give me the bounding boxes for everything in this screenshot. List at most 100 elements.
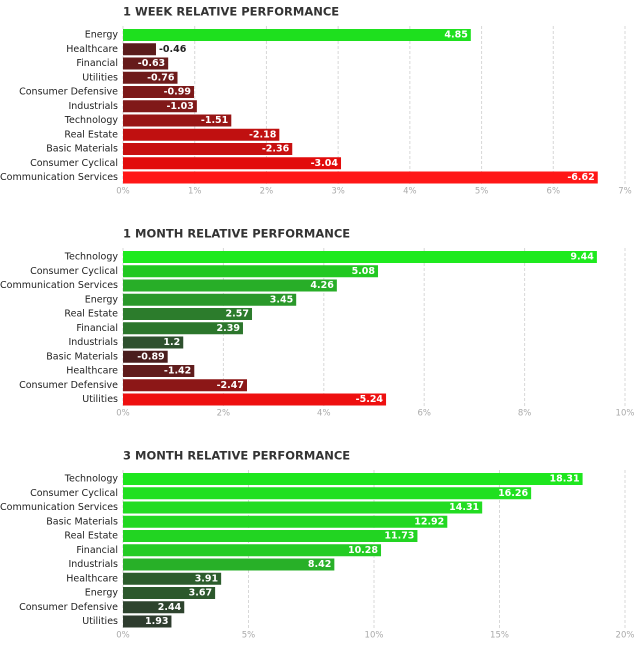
value-label: 11.73: [384, 531, 414, 542]
bar: [123, 143, 293, 155]
x-tick-label: 2%: [217, 409, 231, 419]
bar: [123, 43, 156, 56]
category-label: Financial: [76, 323, 118, 334]
bar: [123, 393, 387, 406]
category-label: Industrials: [68, 337, 118, 348]
category-label: Real Estate: [64, 309, 118, 320]
category-label: Energy: [85, 294, 119, 305]
category-label: Technology: [64, 252, 119, 263]
category-label: Real Estate: [64, 531, 118, 542]
category-label: Consumer Cyclical: [30, 266, 118, 277]
bar: [123, 293, 297, 306]
x-tick-label: 15%: [490, 631, 509, 641]
bar: [123, 308, 253, 320]
bar: [123, 279, 337, 292]
bar: [123, 615, 172, 628]
x-tick-label: 3%: [331, 187, 345, 197]
x-tick-label: 0%: [116, 631, 130, 641]
chart-title: 1 MONTH RELATIVE PERFORMANCE: [123, 227, 350, 241]
value-label: 2.57: [226, 309, 249, 320]
value-label: 3.91: [195, 573, 218, 584]
category-label: Utilities: [82, 616, 118, 627]
bar: [123, 114, 232, 127]
category-label: Consumer Defensive: [19, 602, 118, 613]
value-label: 2.39: [217, 323, 240, 334]
value-label: 14.31: [449, 502, 479, 513]
bar: [123, 601, 185, 614]
bar: [123, 128, 280, 141]
bar: [123, 171, 598, 184]
bar: [123, 57, 169, 70]
category-label: Energy: [85, 588, 119, 599]
value-label: -0.46: [159, 44, 187, 55]
value-label: 2.44: [158, 602, 182, 613]
value-label: 10.28: [348, 545, 378, 556]
x-tick-label: 20%: [616, 631, 635, 641]
bar: [123, 572, 222, 585]
chart-title: 3 MONTH RELATIVE PERFORMANCE: [123, 449, 350, 463]
x-tick-label: 8%: [518, 409, 532, 419]
value-label: -0.89: [137, 351, 164, 362]
value-label: 1.2: [163, 337, 180, 348]
category-label: Industrials: [68, 101, 118, 112]
x-tick-label: 5%: [242, 631, 256, 641]
bar: [123, 86, 194, 98]
category-label: Basic Materials: [46, 516, 118, 527]
x-tick-label: 4%: [403, 187, 417, 197]
bar: [123, 544, 382, 557]
value-label: 1.93: [145, 616, 168, 627]
value-label: -0.76: [147, 72, 175, 83]
category-label: Consumer Cyclical: [30, 158, 118, 169]
category-label: Technology: [64, 115, 119, 126]
category-label: Energy: [85, 30, 119, 41]
category-label: Basic Materials: [46, 351, 118, 362]
value-label: 8.42: [308, 559, 331, 570]
category-label: Technology: [64, 474, 119, 485]
value-label: -1.42: [164, 366, 191, 377]
category-label: Consumer Cyclical: [30, 488, 118, 499]
x-tick-label: 4%: [317, 409, 331, 419]
bar: [123, 350, 168, 363]
bar: [123, 336, 184, 349]
value-label: -1.51: [201, 115, 228, 126]
value-label: -2.36: [262, 144, 290, 155]
bar: [123, 558, 335, 571]
value-label: -1.03: [166, 101, 193, 112]
bar: [123, 29, 471, 41]
value-label: -5.24: [356, 394, 384, 405]
x-tick-label: 2%: [260, 187, 274, 197]
x-tick-label: 10%: [365, 631, 384, 641]
bar: [123, 587, 216, 599]
value-label: 9.44: [570, 252, 594, 263]
category-label: Communication Services: [0, 502, 118, 513]
bar: [123, 265, 379, 278]
value-label: 5.08: [352, 266, 376, 277]
category-label: Financial: [76, 58, 118, 69]
bar: [123, 71, 178, 84]
x-tick-label: 0%: [116, 187, 130, 197]
bar: [123, 100, 197, 113]
category-label: Healthcare: [66, 573, 118, 584]
category-label: Healthcare: [66, 366, 118, 377]
value-label: 4.26: [310, 280, 334, 291]
bar: [123, 365, 195, 377]
value-label: 16.26: [498, 488, 528, 499]
category-label: Healthcare: [66, 44, 118, 55]
category-label: Real Estate: [64, 129, 118, 140]
x-tick-label: 0%: [116, 409, 130, 419]
value-label: 18.31: [550, 474, 580, 485]
x-tick-label: 1%: [188, 187, 202, 197]
x-tick-label: 5%: [475, 187, 489, 197]
bar: [123, 322, 243, 335]
bar: [123, 473, 583, 485]
value-label: 3.45: [270, 294, 293, 305]
x-tick-label: 10%: [616, 409, 635, 419]
value-label: 12.92: [414, 516, 444, 527]
category-label: Utilities: [82, 394, 118, 405]
category-label: Communication Services: [0, 172, 118, 183]
value-label: -2.47: [217, 380, 244, 391]
value-label: -6.62: [567, 172, 594, 183]
chart-title: 1 WEEK RELATIVE PERFORMANCE: [123, 5, 339, 19]
bar: [123, 501, 483, 514]
